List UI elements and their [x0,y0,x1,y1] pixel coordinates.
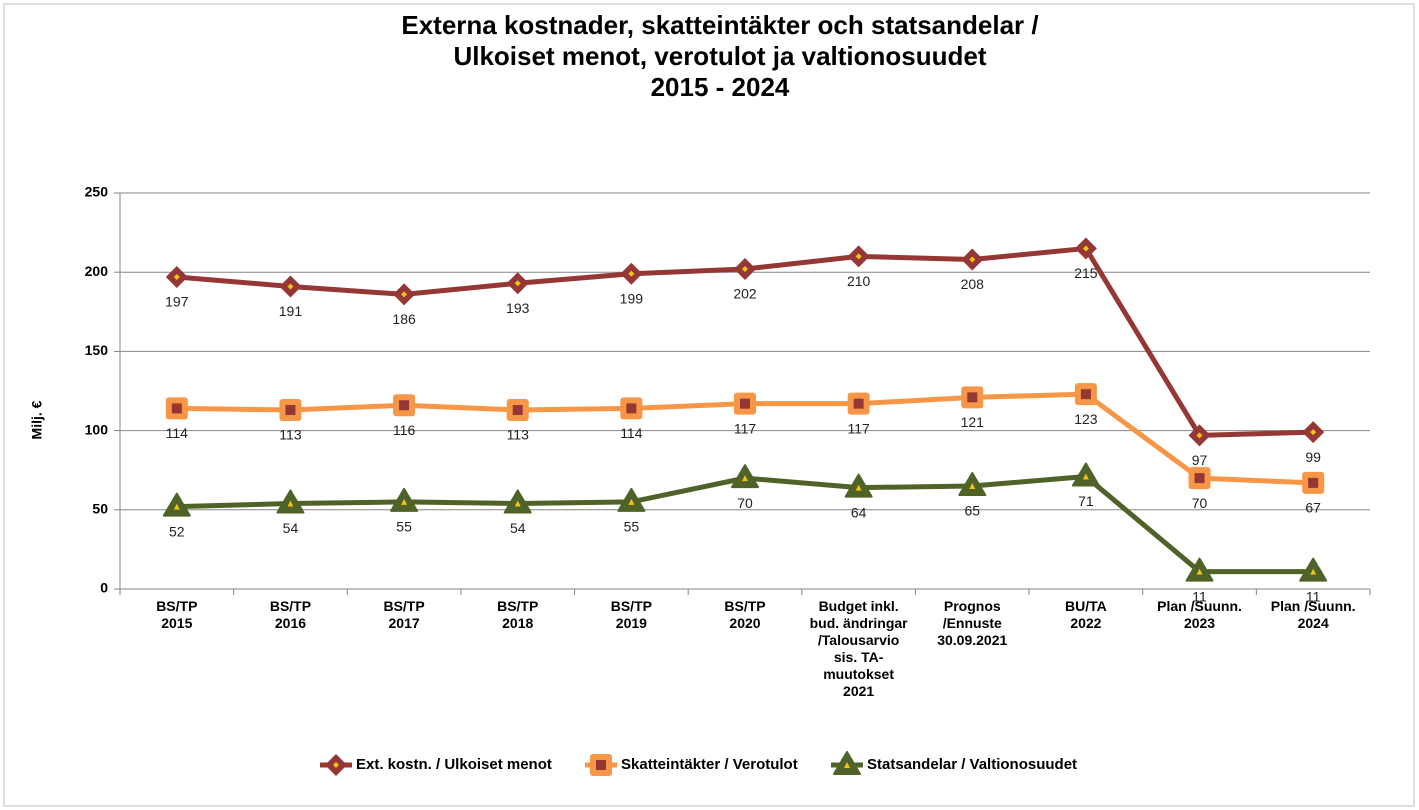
x-tick-label: Plan /Suunn. 2024 [1270,598,1356,631]
marker-inner [399,400,410,411]
data-label: 208 [961,276,985,292]
y-tick-label: 150 [85,342,109,358]
data-label: 55 [624,519,640,535]
y-tick-label: 200 [85,263,109,279]
marker-inner [287,500,294,507]
data-label: 52 [169,523,185,539]
marker-inner [742,266,748,273]
marker-inner [173,273,180,280]
data-label: 117 [847,420,870,436]
data-label: 67 [1305,500,1321,516]
data-label: 116 [393,422,416,438]
data-label: 210 [847,273,871,289]
series: 197 191 186 193 199 202 210 208 215 97 99 [165,237,1325,468]
data-label: 186 [392,311,416,327]
x-tick-label: BS/TP 2017 [383,598,425,631]
marker-inner [1196,432,1203,439]
marker-inner [287,283,294,290]
data-label: 97 [1192,452,1208,468]
marker-inner [401,498,408,505]
data-label: 70 [737,495,753,511]
marker-inner [333,762,339,768]
x-tick-label: BS/TP 2020 [724,598,766,631]
series: 114 113 116 113 114 117 117 121 123 70 67 [166,383,1325,516]
marker-inner [1308,477,1319,488]
x-tick-label: BU/TA 2022 [1065,598,1107,631]
data-label: 113 [507,427,530,443]
data-label: 199 [620,290,644,306]
marker-inner [1080,389,1091,400]
marker-inner [512,405,523,416]
data-label: 197 [165,294,189,310]
marker-inner [514,280,521,287]
marker-inner [626,403,637,414]
y-tick-label: 250 [85,184,109,200]
marker-inner [401,291,408,298]
x-tick-label: BS/TP 2015 [156,598,198,631]
legend-label: Statsandelar / Valtionosuudet [867,756,1077,773]
legend-item: Statsandelar / Valtionosuudet [831,751,1077,775]
x-tick-label: Budget inkl. bud. ändringar /Talousarvio… [809,598,908,699]
x-tick-label: BS/TP 2018 [497,598,539,631]
marker-inner [742,475,748,482]
data-label: 193 [506,300,530,316]
data-label: 99 [1305,449,1321,465]
y-tick-label: 0 [100,580,108,596]
y-tick-label: 50 [92,501,108,517]
data-label: 114 [166,425,189,441]
data-label: 113 [279,427,302,443]
legend-item: Skatteintäkter / Verotulot [585,754,798,776]
marker-inner [285,405,296,416]
x-tick-label: BS/TP 2019 [610,598,652,631]
marker-inner [1310,429,1317,436]
marker-inner [969,256,976,263]
data-label: 54 [283,520,299,536]
data-label: 65 [964,503,980,519]
marker-inner [740,398,750,409]
x-tick-label: Plan /Suunn. 2023 [1157,598,1242,631]
data-label: 55 [396,519,412,535]
marker-inner [967,392,978,403]
data-label: 71 [1078,493,1094,509]
marker-inner [855,253,862,260]
data-label: 11 [1306,588,1321,604]
marker-inner [628,270,635,277]
marker-inner [969,483,976,490]
marker-inner [171,403,182,414]
legend-item: Ext. kostn. / Ulkoiset menot [320,754,552,776]
marker-inner [1082,473,1089,480]
marker-inner [853,398,864,409]
data-label: 202 [733,286,757,302]
data-label: 191 [279,303,303,319]
marker-inner [855,484,862,491]
chart-title: Externa kostnader, skatteintäkter och st… [401,10,1039,102]
marker-inner [844,762,850,768]
data-label: 54 [510,520,526,536]
legend-label: Ext. kostn. / Ulkoiset menot [356,756,552,773]
data-label: 123 [1074,411,1098,427]
data-label: 121 [961,414,985,430]
x-tick-label: Prognos /Ennuste 30.09.2021 [937,598,1008,648]
y-axis-label: Milj. € [29,400,45,439]
marker-inner [628,498,635,505]
data-label: 114 [620,425,643,441]
data-label: 215 [1074,265,1098,281]
marker-inner [1196,568,1203,575]
data-label: 117 [734,420,757,436]
x-tick-label: BS/TP 2016 [269,598,312,631]
marker-inner [514,500,521,507]
data-label: 11 [1192,588,1207,604]
series: 52 54 55 54 55 70 64 65 71 11 11 [162,462,1328,604]
marker-inner [173,503,180,510]
marker-inner [596,760,606,770]
marker-inner [1194,473,1205,484]
y-tick-label: 100 [85,421,109,437]
data-label: 64 [851,504,867,520]
data-label: 70 [1192,495,1208,511]
marker-inner [1310,568,1317,575]
marker-inner [1082,245,1089,252]
legend-label: Skatteintäkter / Verotulot [621,756,798,773]
